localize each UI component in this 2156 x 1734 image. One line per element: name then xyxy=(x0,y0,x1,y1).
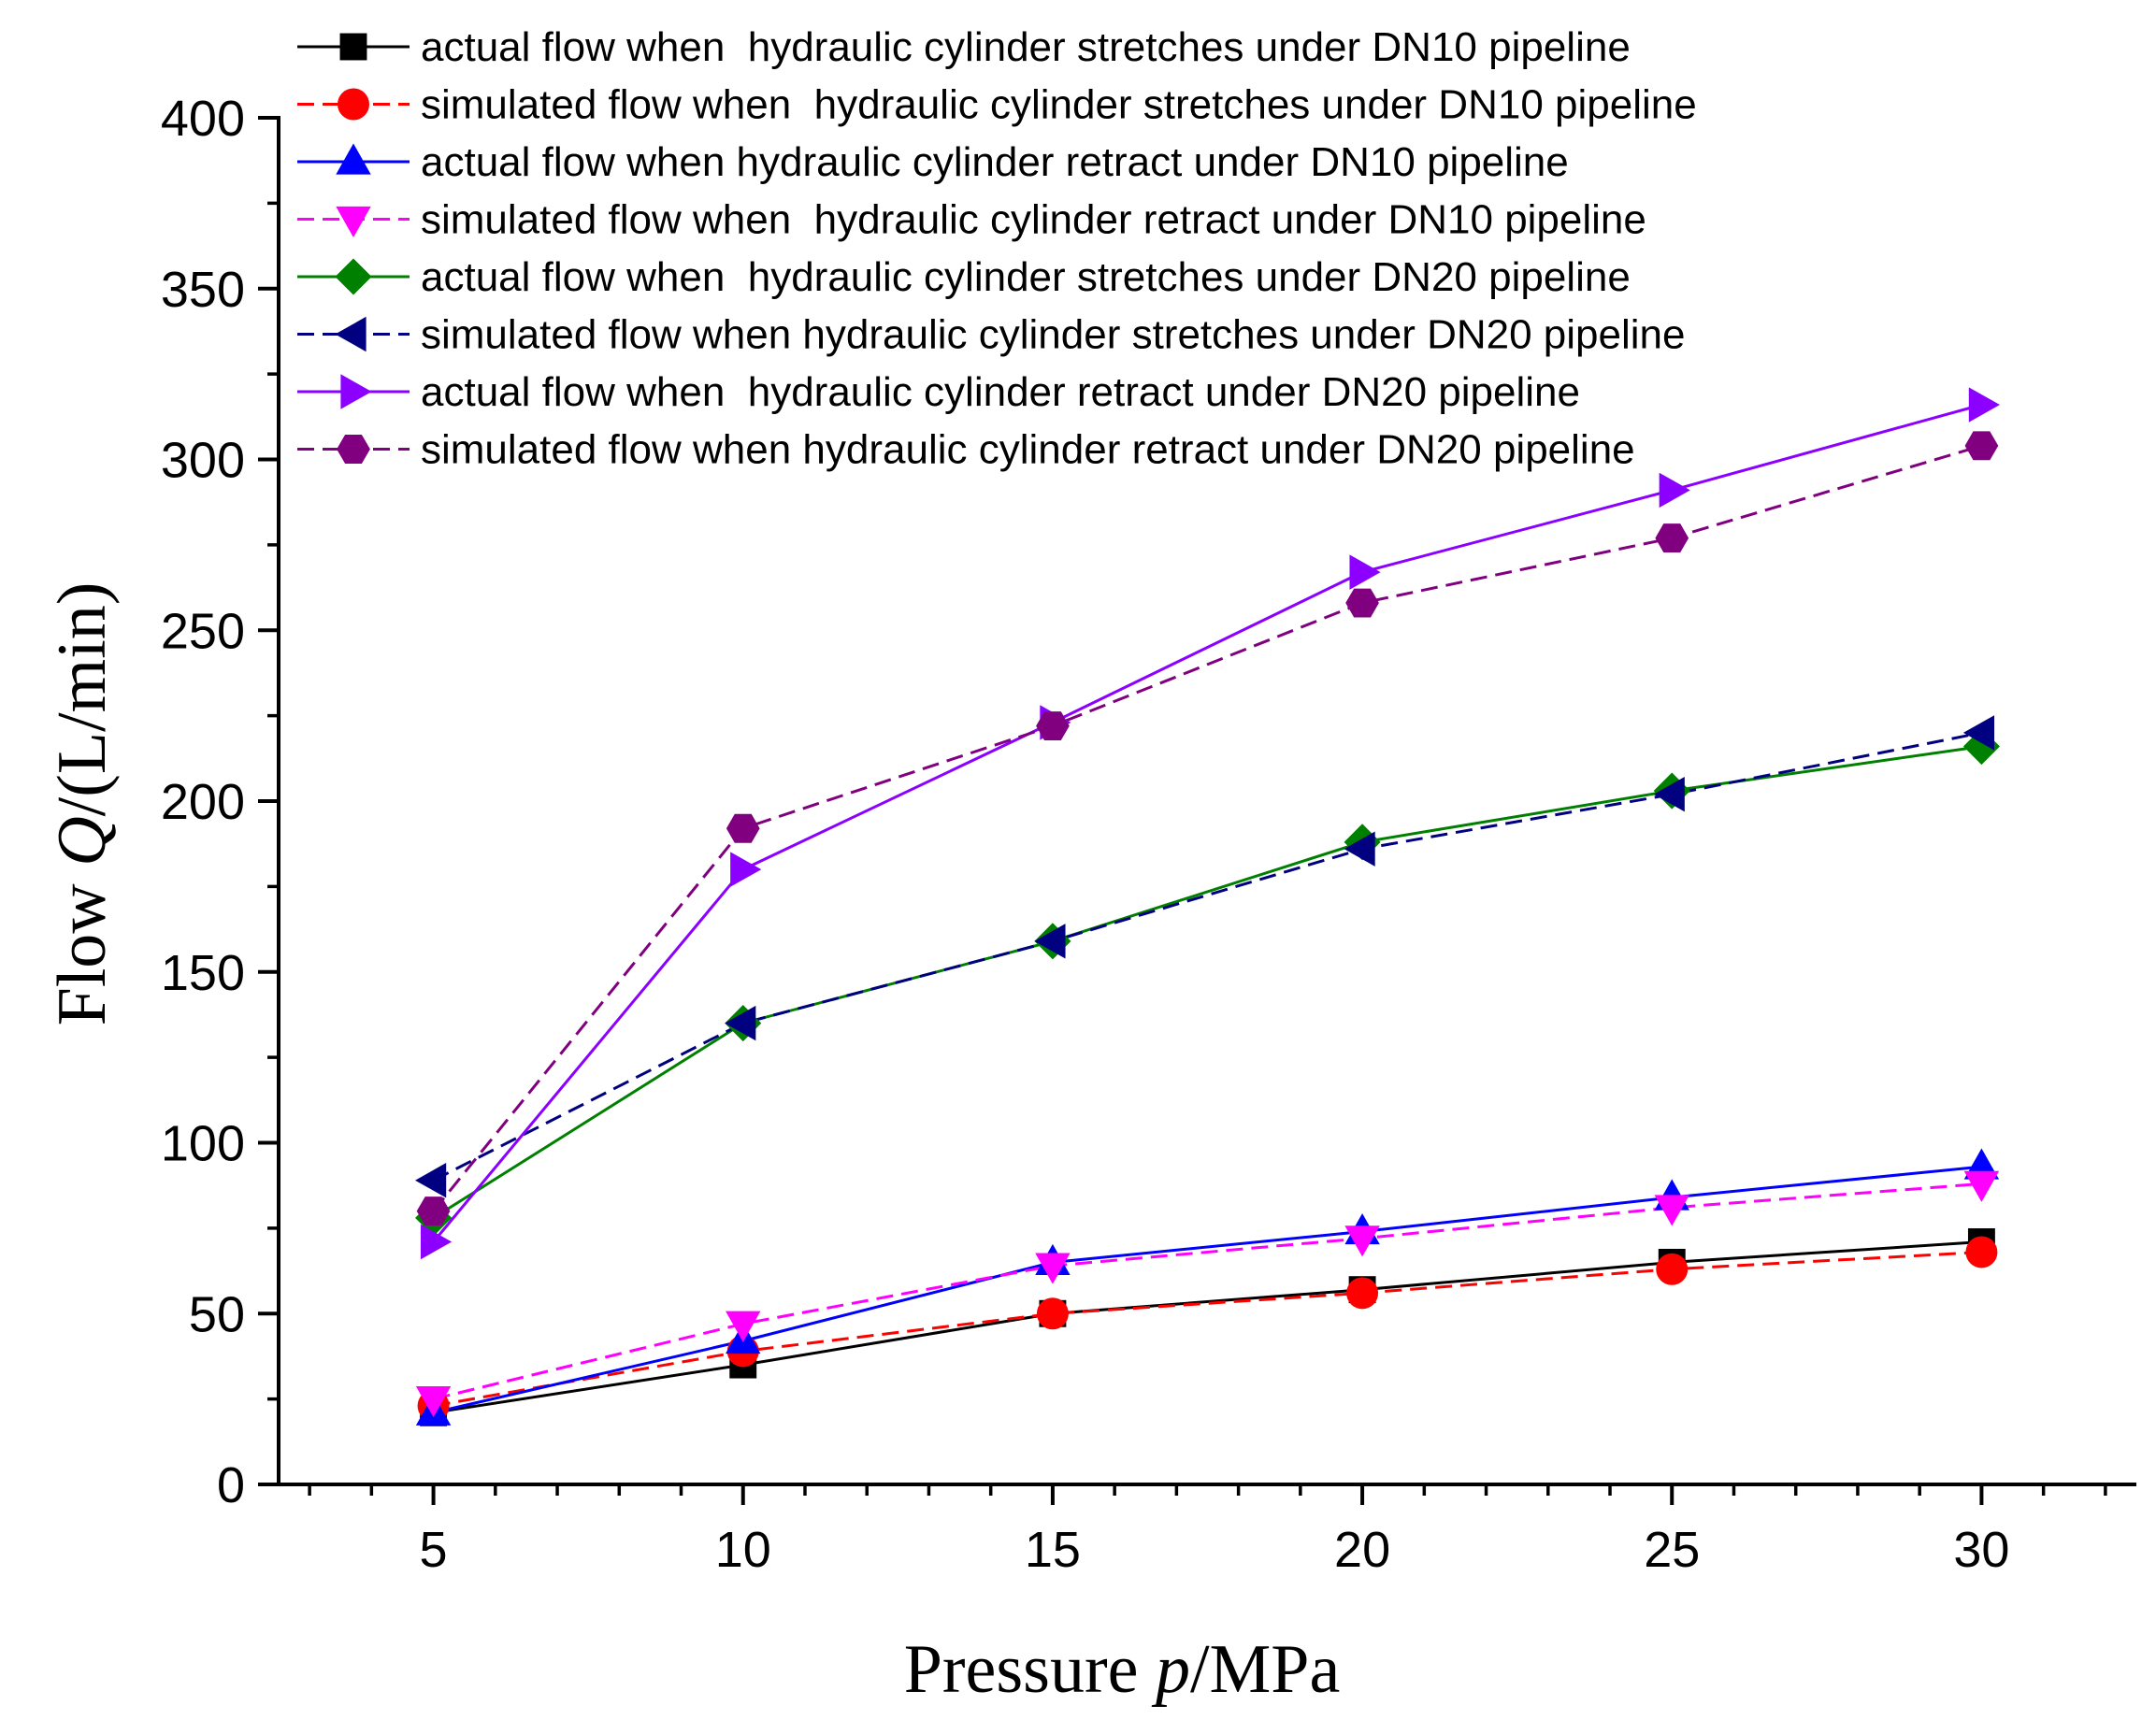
legend-label-6: simulated flow when hydraulic cylinder s… xyxy=(421,312,1685,358)
x-tick-label: 5 xyxy=(420,1522,448,1578)
legend-label-8: simulated flow when hydraulic cylinder r… xyxy=(421,427,1635,473)
legend-marker-1 xyxy=(339,33,367,61)
series-line-6 xyxy=(432,731,1982,1182)
series-4-point xyxy=(415,1386,452,1418)
series-4-point xyxy=(1963,1170,2000,1202)
y-tick-label: 50 xyxy=(189,1286,245,1342)
series-2-point xyxy=(1036,1297,1069,1330)
y-tick-label: 100 xyxy=(161,1116,245,1172)
x-tick-label: 25 xyxy=(1644,1522,1700,1578)
series-2-point xyxy=(1346,1277,1379,1310)
legend-marker-8 xyxy=(337,435,370,464)
legend-label-3: actual flow when hydraulic cylinder retr… xyxy=(421,139,1569,185)
x-tick-label: 10 xyxy=(715,1522,771,1578)
x-tick-label: 30 xyxy=(1953,1522,2009,1578)
x-tick-label: 15 xyxy=(1025,1522,1081,1578)
legend-label-4: simulated flow when hydraulic cylinder r… xyxy=(421,197,1646,243)
series-8-point xyxy=(1345,588,1379,618)
series-line-1 xyxy=(433,1240,1982,1414)
series-2-point xyxy=(1965,1236,1998,1268)
x-axis-title-suffix: /MPa xyxy=(1190,1631,1340,1708)
series-8-point xyxy=(416,1197,451,1226)
legend-marker-2 xyxy=(338,88,369,121)
series-2-point xyxy=(1656,1253,1689,1285)
series-line-7 xyxy=(432,403,1982,1243)
series-4-point xyxy=(1344,1225,1380,1257)
series-6-point xyxy=(1653,776,1685,812)
x-axis-title-var: p xyxy=(1151,1631,1190,1708)
y-tick-label: 250 xyxy=(161,603,245,659)
legend-marker-6 xyxy=(335,316,367,352)
series-7-point xyxy=(1349,554,1381,590)
y-tick-label: 350 xyxy=(161,262,245,318)
x-tick-label: 20 xyxy=(1334,1522,1390,1578)
series-6-point xyxy=(415,1163,447,1198)
x-axis-title-prefix: Pressure xyxy=(904,1631,1156,1708)
series-6-point xyxy=(1034,924,1066,959)
series-8-point xyxy=(1655,523,1689,552)
y-axis-title-var: Q xyxy=(44,816,121,866)
series-lines xyxy=(432,403,1982,1414)
y-axis-title-prefix: Flow xyxy=(44,867,121,1026)
legend-marker-3 xyxy=(336,143,371,175)
series-4-point xyxy=(1035,1253,1071,1284)
series-6-point xyxy=(1962,715,1995,751)
series-7-point xyxy=(730,852,762,887)
legend-marker-5 xyxy=(335,258,372,295)
series-6-point xyxy=(725,1005,756,1041)
legend-label-7: actual flow when hydraulic cylinder retr… xyxy=(421,369,1580,415)
y-tick-label: 300 xyxy=(161,433,245,489)
series-markers xyxy=(415,387,2000,1426)
legend-label-1: actual flow when hydraulic cylinder stre… xyxy=(421,24,1631,70)
series-4-point xyxy=(726,1311,761,1342)
series-7-point xyxy=(420,1224,453,1260)
series-line-4 xyxy=(433,1182,1982,1401)
legend-marker-4 xyxy=(336,206,371,238)
legend-label-2: simulated flow when hydraulic cylinder s… xyxy=(421,82,1697,128)
legend-label-5: actual flow when hydraulic cylinder stre… xyxy=(421,254,1631,300)
y-tick-label: 200 xyxy=(161,774,245,830)
x-axis-title: Pressure p/MPa xyxy=(904,1631,1341,1708)
series-line-5 xyxy=(432,745,1982,1220)
y-tick-label: 400 xyxy=(161,91,245,147)
series-7-point xyxy=(1968,387,2000,423)
series-8-point xyxy=(1964,431,1999,461)
y-axis-title: Flow Q/(L/min) xyxy=(44,582,121,1026)
series-line-3 xyxy=(433,1165,1982,1414)
y-axis-title-suffix: /(L/min) xyxy=(44,582,121,817)
series-line-8 xyxy=(432,444,1982,1212)
series-7-point xyxy=(1659,472,1690,509)
legend: actual flow when hydraulic cylinder stre… xyxy=(297,24,1697,473)
y-tick-label: 0 xyxy=(217,1457,245,1513)
y-tick-label: 150 xyxy=(161,945,245,1001)
legend-marker-7 xyxy=(340,374,372,409)
series-6-point xyxy=(1344,831,1375,867)
series-8-point xyxy=(1036,711,1070,740)
series-4-point xyxy=(1654,1195,1689,1226)
series-line-2 xyxy=(433,1251,1982,1408)
series-8-point xyxy=(726,813,760,843)
